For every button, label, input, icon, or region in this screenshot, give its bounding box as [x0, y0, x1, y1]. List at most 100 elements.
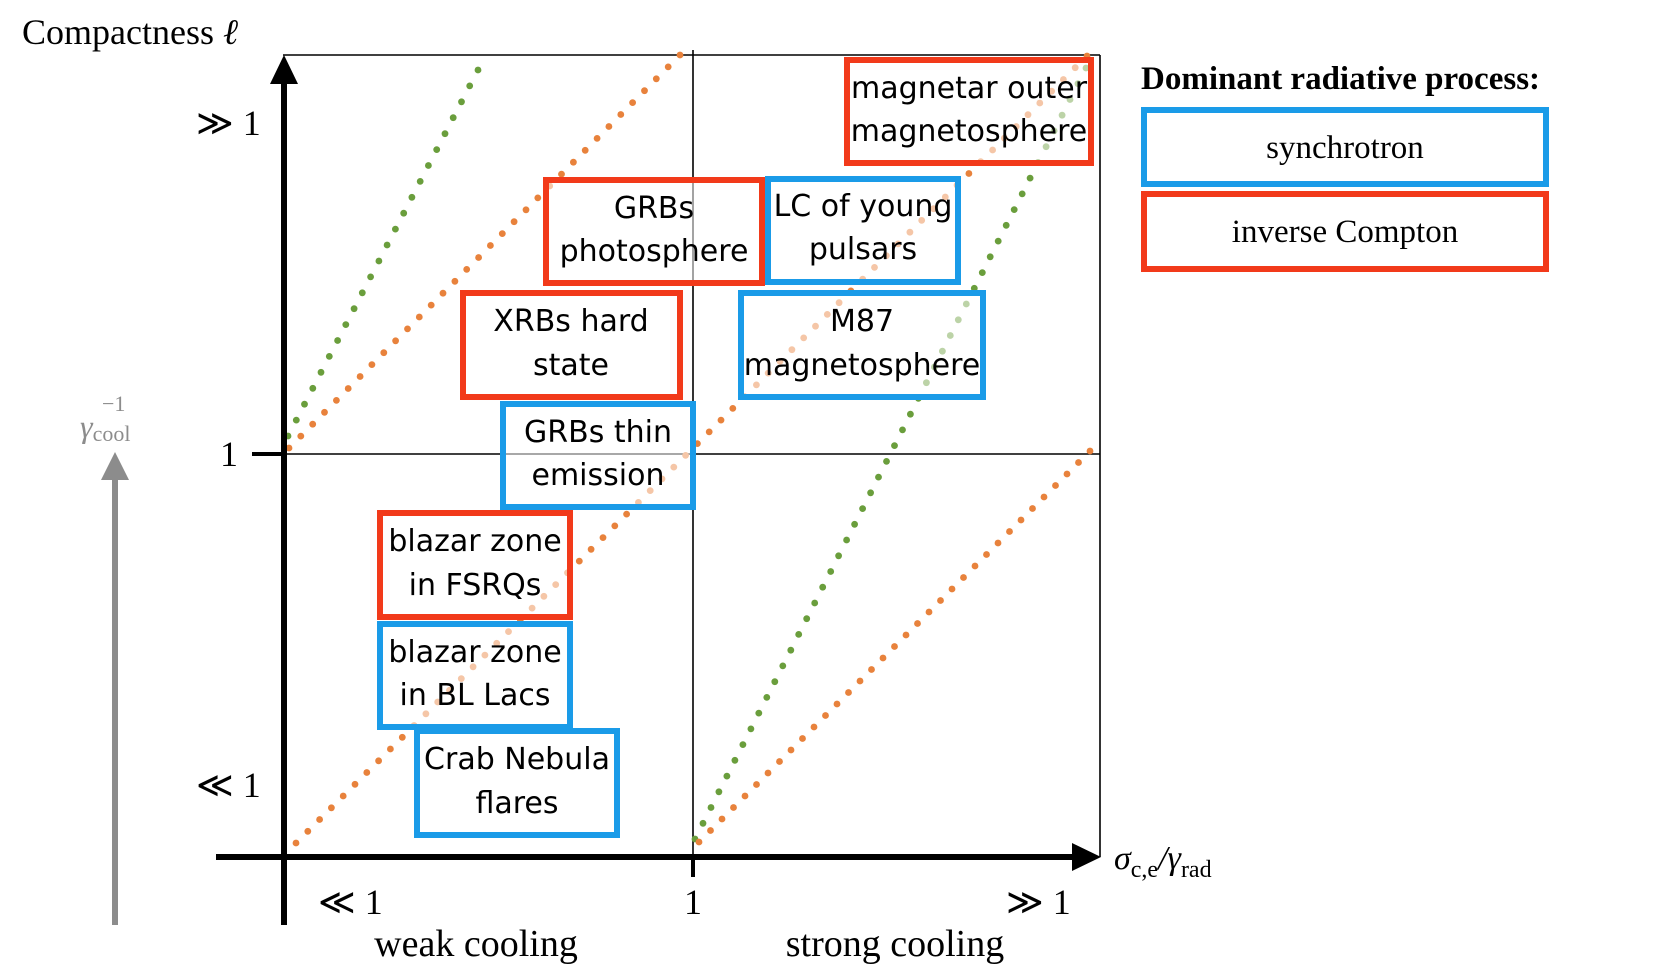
trend-dot [845, 689, 852, 696]
trend-dot [392, 225, 399, 233]
legend-item-synchrotron: synchrotron [1141, 107, 1549, 187]
trend-dot [729, 405, 737, 412]
trend-dot [292, 416, 300, 424]
trend-dot [787, 646, 795, 654]
trend-dot [451, 277, 459, 285]
source-label-line2: state [533, 348, 609, 383]
trend-dot [718, 815, 726, 823]
y-tick-low-label: ≪ 1 [196, 765, 261, 805]
trend-dot [375, 257, 383, 265]
trend-dot [439, 289, 447, 297]
source-label-line2: flares [475, 786, 558, 821]
trend-dot [937, 597, 944, 604]
trend-dot [449, 114, 457, 122]
trend-dot [664, 63, 672, 71]
x-axis-title: σc,e/γrad [1114, 840, 1212, 883]
trend-dot [1018, 190, 1026, 198]
trend-dot [1075, 459, 1082, 466]
legend-swatch-synchrotron [1141, 107, 1549, 187]
source-label-line1: blazar zone [388, 524, 561, 559]
source-box-grbs-photosphere: GRBs photosphere [543, 177, 765, 286]
trend-dot [1017, 516, 1025, 524]
trend-dot [309, 420, 317, 428]
trend-dot [358, 289, 366, 297]
trend-dot [907, 410, 914, 418]
trend-dot [833, 700, 841, 708]
green-dotted-line-left [284, 66, 482, 440]
source-box-grbs-thin: GRBs thin emission [500, 401, 696, 510]
trend-dot [350, 305, 358, 313]
trend-dot [334, 337, 341, 344]
trend-dot [351, 780, 359, 788]
source-label-line2: magnetosphere [851, 114, 1088, 149]
trend-dot [819, 583, 827, 591]
trend-dot [599, 534, 607, 541]
trend-dot [856, 677, 864, 685]
trend-dot [474, 66, 482, 74]
trend-dot [587, 545, 595, 553]
trend-dot [416, 178, 424, 185]
trend-dot [392, 337, 399, 345]
trend-dot [859, 505, 866, 512]
trend-dot [522, 206, 530, 214]
source-label-line1: M87 [830, 304, 894, 339]
source-box-xrbs-hard: XRBs hard state [460, 290, 683, 400]
source-label-line1: magnetar outer [851, 71, 1088, 106]
trend-dot [795, 631, 803, 638]
source-boxes: magnetar outer magnetosphere GRBs photos… [377, 57, 1094, 838]
trend-dot [699, 819, 707, 827]
trend-dot [741, 792, 749, 800]
source-label-line2: emission [532, 458, 665, 493]
trend-dot [342, 321, 350, 328]
trend-dot [441, 130, 449, 138]
trend-dot [368, 361, 376, 368]
trend-dot [676, 51, 684, 59]
orange-dotted-line-right [695, 447, 1094, 846]
trend-dot [558, 170, 565, 178]
trend-dot [1063, 470, 1071, 478]
trend-dot [747, 725, 755, 733]
source-label-line1: Crab Nebula [424, 742, 610, 777]
trend-dot [629, 99, 636, 106]
trend-dot [717, 416, 725, 424]
source-label-line1: blazar zone [388, 635, 561, 670]
trend-dot [965, 170, 973, 177]
cooling-label: γcool−1 [80, 391, 131, 446]
trend-dot [811, 599, 819, 607]
trend-dot [835, 552, 842, 560]
trend-dot [623, 510, 630, 518]
trend-dot [755, 709, 763, 717]
trend-dot [534, 194, 542, 202]
trend-dot [292, 839, 300, 847]
trend-dot [652, 75, 660, 83]
trend-dot [404, 325, 411, 333]
trend-dot [707, 804, 715, 811]
legend-swatch-inverse-compton [1141, 191, 1549, 272]
trend-dot [339, 792, 347, 800]
trend-dot [593, 135, 601, 142]
legend-label-synchrotron: synchrotron [1266, 130, 1424, 166]
trend-dot [739, 741, 747, 748]
trend-dot [328, 804, 335, 812]
trend-dot [883, 458, 890, 465]
trend-dot [1010, 206, 1018, 214]
trend-dot [383, 241, 391, 249]
trend-dot [1052, 482, 1059, 489]
trend-dot [367, 273, 374, 281]
x-axis-arrowhead [1072, 843, 1101, 871]
trend-dot [707, 827, 714, 834]
source-box-lc-young-pulsars: LC of young pulsars [765, 176, 961, 285]
trend-dot [510, 218, 518, 226]
trend-dot [575, 557, 583, 565]
cooling-arrow: γcool−1 [80, 391, 131, 925]
trend-dot [891, 643, 898, 650]
x-tick-high-label: ≫ 1 [1006, 882, 1071, 922]
trend-dot [902, 631, 910, 639]
y-axis-title: Compactness ℓ [22, 12, 238, 52]
trend-dot [570, 158, 577, 166]
trend-dot [400, 209, 408, 217]
trend-dot [301, 400, 308, 408]
trend-dot [605, 123, 613, 130]
trend-dot [960, 574, 967, 581]
